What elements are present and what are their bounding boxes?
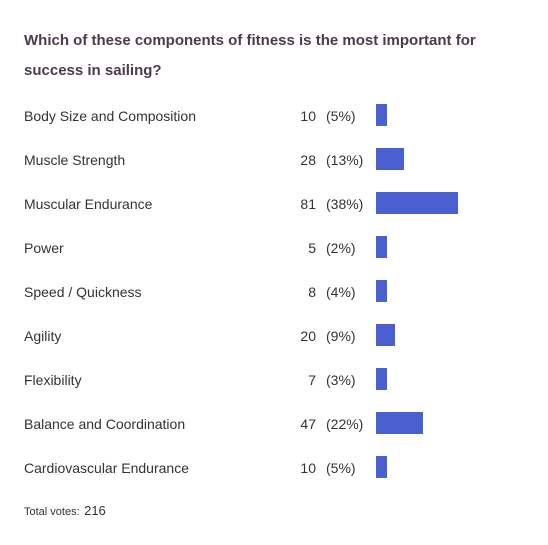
result-bar <box>376 280 387 302</box>
vote-percent: (4%) <box>326 284 356 300</box>
option-label: Speed / Quickness <box>24 284 142 300</box>
poll-option-row: Body Size and Composition 10 (5%) <box>0 94 548 138</box>
result-bar <box>376 192 458 214</box>
vote-count: 81 <box>300 196 316 212</box>
total-votes-label: Total votes: <box>24 506 80 518</box>
option-label: Power <box>24 240 64 256</box>
total-votes: Total votes: 216 <box>24 502 106 520</box>
vote-count: 7 <box>308 372 316 388</box>
vote-count: 20 <box>300 328 316 344</box>
poll-option-row: Flexibility 7 (3%) <box>0 358 548 402</box>
option-label: Body Size and Composition <box>24 108 196 124</box>
poll-question: Which of these components of fitness is … <box>24 32 476 79</box>
vote-percent: (3%) <box>326 372 356 388</box>
option-label: Balance and Coordination <box>24 416 186 432</box>
result-bar <box>376 412 423 434</box>
poll-option-row: Agility 20 (9%) <box>0 314 548 358</box>
vote-count: 10 <box>300 108 316 124</box>
vote-percent: (5%) <box>326 108 356 124</box>
vote-count: 28 <box>300 152 316 168</box>
option-label: Flexibility <box>24 372 82 388</box>
poll-option-row: Speed / Quickness 8 (4%) <box>0 270 548 314</box>
option-label: Muscle Strength <box>24 152 126 168</box>
result-bar <box>376 368 387 390</box>
poll-option-row: Muscular Endurance 81 (38%) <box>0 182 548 226</box>
vote-percent: (5%) <box>326 460 356 476</box>
option-label: Muscular Endurance <box>24 196 153 212</box>
result-bar <box>376 324 395 346</box>
poll-option-row: Muscle Strength 28 (13%) <box>0 138 548 182</box>
vote-count: 8 <box>308 284 316 300</box>
vote-count: 5 <box>308 240 316 256</box>
vote-percent: (13%) <box>326 152 364 168</box>
vote-percent: (38%) <box>326 196 364 212</box>
result-bar <box>376 104 387 126</box>
option-label: Cardiovascular Endurance <box>24 460 189 476</box>
result-bar <box>376 456 387 478</box>
result-bar <box>376 236 387 258</box>
poll-option-row: Balance and Coordination 47 (22%) <box>0 402 548 446</box>
vote-percent: (9%) <box>326 328 356 344</box>
option-label: Agility <box>24 328 62 344</box>
poll-results: Body Size and Composition 10 (5%) Muscle St… <box>0 94 548 490</box>
poll-option-row: Power 5 (2%) <box>0 226 548 270</box>
poll-option-row: Cardiovascular Endurance 10 (5%) <box>0 446 548 490</box>
vote-count: 47 <box>300 416 316 432</box>
total-votes-value: 216 <box>84 503 106 518</box>
vote-percent: (22%) <box>326 416 364 432</box>
result-bar <box>376 148 404 170</box>
vote-count: 10 <box>300 460 316 476</box>
vote-percent: (2%) <box>326 240 356 256</box>
